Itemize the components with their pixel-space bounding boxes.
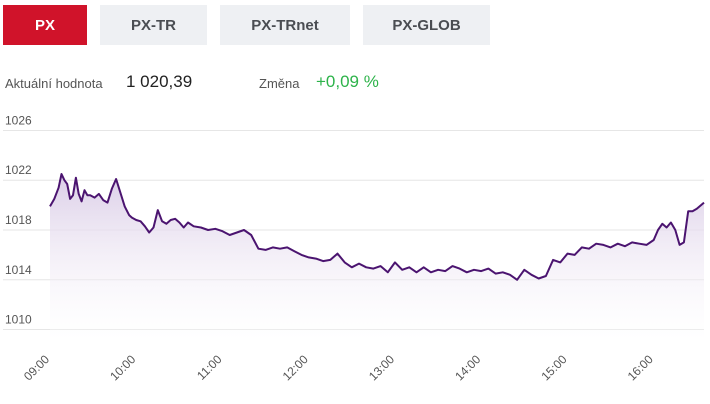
index-tabs: PX PX-TR PX-TRnet PX-GLOB <box>3 5 490 45</box>
y-tick-label: 1014 <box>5 263 32 277</box>
index-chart: 1010 1014 1018 1022 1026 09:00 10:00 11:00 12:0… <box>3 113 705 383</box>
tab-px-tr[interactable]: PX-TR <box>100 5 207 45</box>
x-tick-label: 10:00 <box>107 352 138 383</box>
x-tick-label: 15:00 <box>538 352 569 383</box>
x-tick-label: 13:00 <box>366 352 397 383</box>
x-tick-label: 16:00 <box>625 352 656 383</box>
y-tick-label: 1018 <box>5 213 32 227</box>
change-value: +0,09 % <box>316 72 379 91</box>
y-tick-label: 1022 <box>5 163 32 177</box>
current-value-label: Aktuální hodnota <box>5 76 103 91</box>
x-tick-label: 12:00 <box>280 352 311 383</box>
series-area <box>50 174 704 342</box>
x-tick-label: 11:00 <box>194 352 225 383</box>
x-tick-label: 14:00 <box>452 352 483 383</box>
change-label: Změna <box>259 76 300 91</box>
current-value: 1 020,39 <box>126 72 193 91</box>
x-tick-label: 09:00 <box>21 352 52 383</box>
series-line <box>49 173 705 281</box>
tab-px-trnet[interactable]: PX-TRnet <box>220 5 350 45</box>
y-tick-label: 1010 <box>5 313 32 327</box>
y-tick-label: 1026 <box>5 113 32 127</box>
tab-px[interactable]: PX <box>3 5 87 45</box>
tab-px-glob[interactable]: PX-GLOB <box>363 5 490 45</box>
